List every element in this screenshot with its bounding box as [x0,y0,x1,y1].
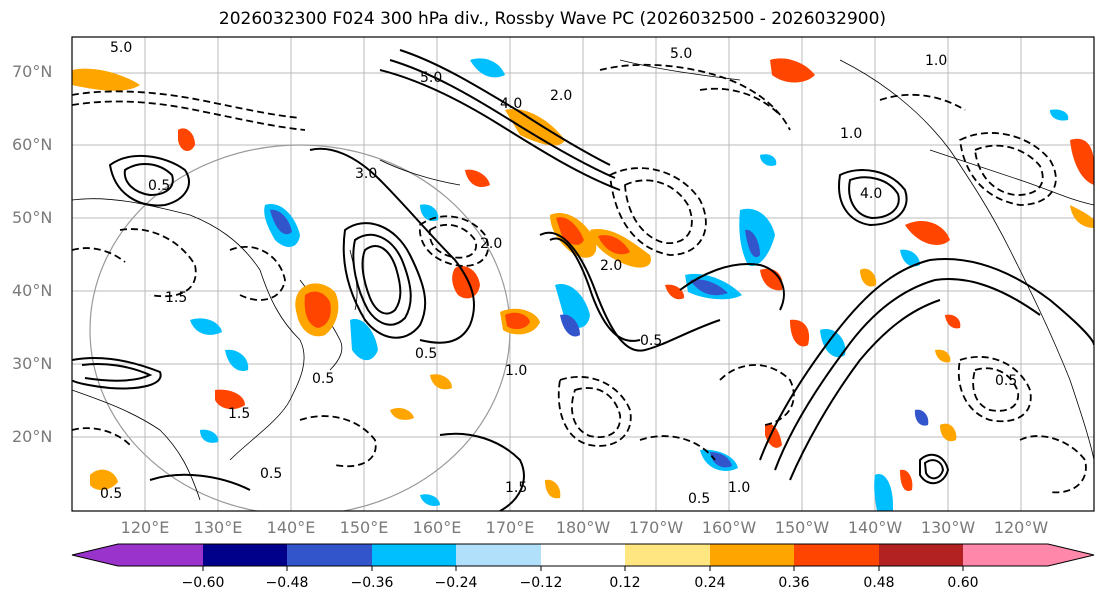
contour-label: 5.0 [420,70,442,86]
colorbar-outline [71,543,1095,567]
contour-label: 4.0 [860,186,882,202]
contour-label: 1.0 [925,53,947,69]
lat-label: 50°N [12,208,53,227]
contour-label: 0.5 [260,466,282,482]
lat-label: 30°N [12,354,53,373]
contour-label: 2.0 [480,236,502,252]
contour-label: 0.5 [312,371,334,387]
contour-label: 3.0 [355,166,377,182]
colorbar-segment [203,544,287,566]
colorbar-segment [541,544,625,566]
contour-label: 1.5 [228,406,250,422]
contour-label: 1.0 [505,363,527,379]
colorbar-tick-label: −0.60 [181,575,225,591]
contour-label: 1.5 [505,480,527,496]
colorbar-segment [287,544,372,566]
lat-label: 40°N [12,281,53,300]
contour-labels: 0.5 0.5 0.5 0.5 0.5 0.5 0.5 0.5 1.0 1.0 … [100,40,1017,507]
lon-label: 170°W [628,518,684,537]
contour-label: 5.0 [110,40,132,56]
contour-label: 1.0 [728,480,750,496]
colorbar-segment [963,544,1048,566]
colorbar-segment [118,544,203,566]
lon-label: 130°W [920,518,976,537]
lon-label: 150°E [339,518,389,537]
contour-label: 4.0 [500,96,522,112]
colorbar-tick-label: 0.36 [778,575,810,591]
colorbar-extend-right [1048,544,1094,566]
map-content [72,37,1094,511]
lat-label: 20°N [12,427,53,446]
colorbar-segment [879,544,963,566]
contour-label: 1.5 [165,290,187,306]
map-frame [71,36,1095,512]
colorbar-segment [710,544,794,566]
colorbar-segment [456,544,541,566]
lon-label: 160°E [412,518,462,537]
colorbar-tick-label: 0.12 [609,575,641,591]
contour-label: 0.5 [148,178,170,194]
colorbar-tick-label: −0.48 [265,575,309,591]
colorbar-tick-label: 0.48 [863,575,895,591]
negative-contours [72,63,1087,494]
contour-label: 0.5 [415,346,437,362]
colorbar-segment [625,544,710,566]
lon-label: 160°W [701,518,757,537]
contour-label: 2.0 [600,258,622,274]
lon-label: 130°E [193,518,243,537]
contour-label: 0.5 [100,486,122,502]
contour-label: 0.5 [995,373,1017,389]
lon-label: 120°E [120,518,170,537]
lat-label: 70°N [12,62,53,81]
map-title: 2026032300 F024 300 hPa div., Rossby Wav… [218,9,887,29]
colorbar-tick-label: 0.24 [694,575,726,591]
contour-label: 0.5 [688,491,710,507]
divergence-shading [72,58,1094,511]
contour-label: 5.0 [670,46,692,62]
colorbar-segment [372,544,456,566]
positive-contours [72,49,1094,511]
lat-label: 60°N [12,135,53,154]
colorbar-segment [794,544,879,566]
lon-label: 150°W [774,518,830,537]
colorbar-tick-label: −0.36 [350,575,394,591]
colorbar-extend-left [72,544,118,566]
lon-label: 120°W [993,518,1049,537]
lon-label: 170°E [485,518,535,537]
contour-label: 1.0 [840,126,862,142]
lon-label: 140°E [266,518,316,537]
lon-label: 140°W [847,518,903,537]
colorbar [71,543,1095,571]
colorbar-tick-label: −0.12 [519,575,563,591]
colorbar-tick-label: −0.24 [434,575,478,591]
lon-label: 180°W [555,518,611,537]
colorbar-tick-label: 0.60 [947,575,979,591]
contour-label: 0.5 [640,333,662,349]
contour-label: 2.0 [550,88,572,104]
